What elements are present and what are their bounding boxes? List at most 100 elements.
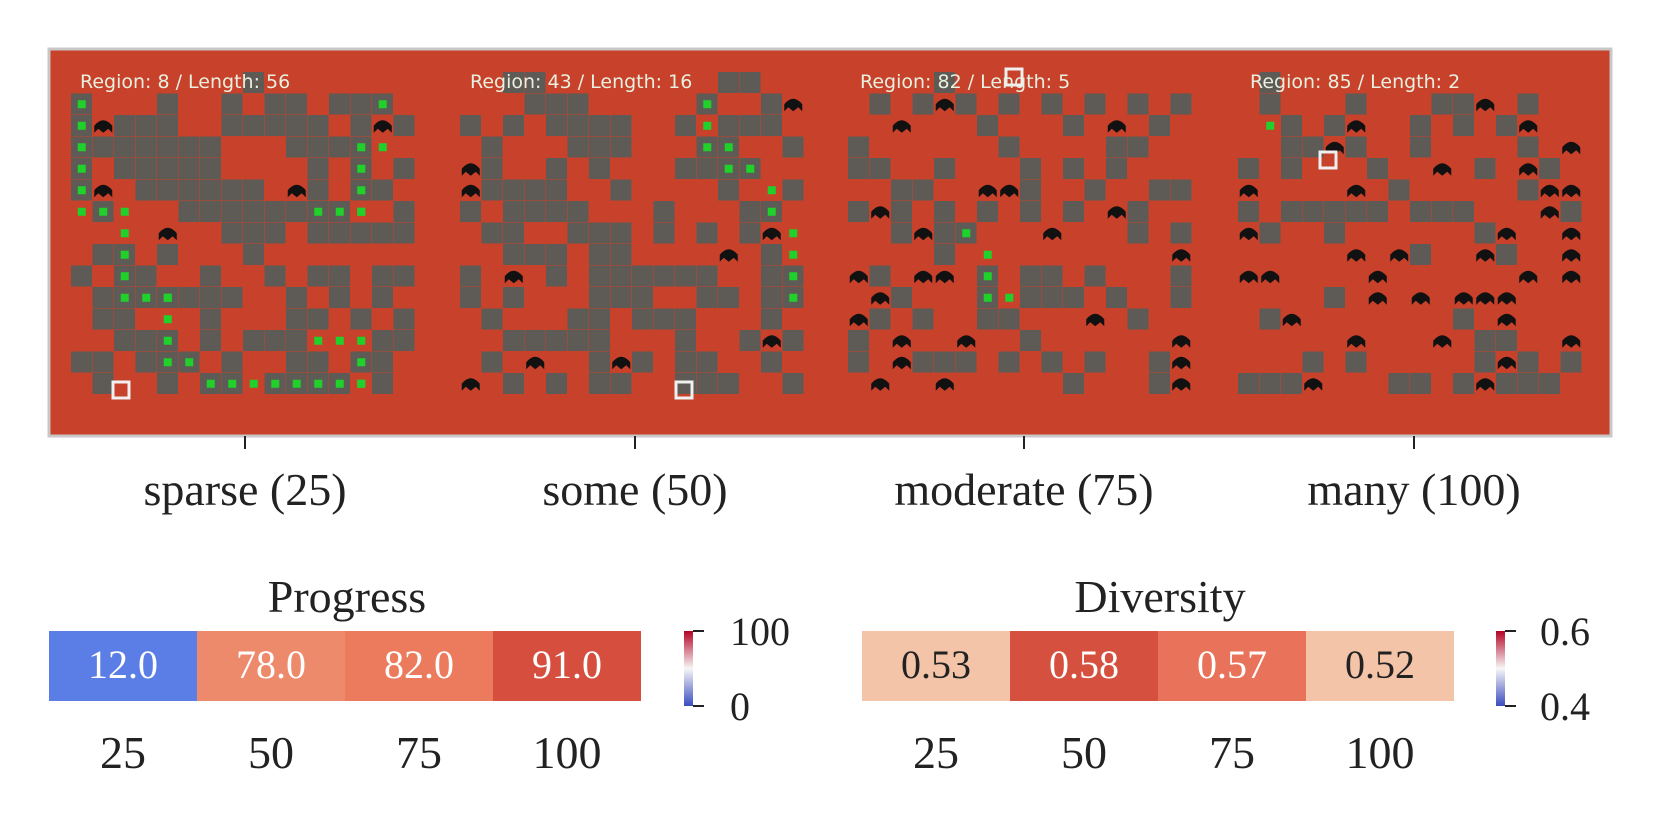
enemy-sprite [287,184,306,198]
wall-tile [977,115,998,136]
enemy-sprite [158,227,177,241]
wall-tile [589,373,610,394]
enemy-sprite [1476,292,1495,305]
heatmap-value-label: 0.57 [1197,642,1267,687]
wall-tile [1127,222,1149,244]
wall-tile [481,222,503,244]
wall-tile [546,265,567,287]
enemy-sprite [1347,184,1366,198]
wall-tile [653,308,675,330]
wall-tile [1474,330,1496,351]
wall-tile [92,244,114,265]
wall-tile [1106,287,1127,308]
path-dot [378,100,387,109]
wall-tile [761,265,782,287]
wall-tile [891,287,912,308]
wall-tile [934,351,955,373]
wall-tile [1084,93,1106,115]
wall-tile [761,351,782,373]
path-dot [77,100,86,109]
wall-tile [307,179,329,201]
wall-tile [221,93,243,115]
wall-tile [1149,115,1170,136]
wall-tile [286,201,307,222]
wall-tile [372,373,393,394]
wall-tile [848,330,869,351]
wall-tile [524,330,546,351]
heatmap-value-label: 0.52 [1345,642,1415,687]
wall-tile [1281,373,1302,394]
wall-tile [1020,201,1041,222]
wall-tile [135,136,157,158]
panel-1-hud: Region: 8 / Length: 56 [80,71,290,93]
wall-tile [1084,179,1106,201]
wall-tile [221,351,243,373]
path-dot [120,250,129,259]
enemy-sprite [1172,378,1191,391]
enemy-sprite [1497,313,1516,327]
panel-axis: sparse (25) some (50) moderate (75) many… [143,436,1521,515]
wall-tile [286,136,307,158]
path-dot [77,207,86,216]
enemy-sprite [1562,141,1581,155]
diversity-cells [862,631,1454,701]
map-frame [47,47,1613,438]
enemy-sprite [1325,141,1344,155]
wall-tile [610,373,632,394]
wall-tile [221,179,243,201]
wall-tile [848,351,869,373]
wall-tile [1281,201,1302,222]
wall-tile [307,158,329,179]
enemy-sprite [1347,120,1366,133]
wall-tile [329,287,350,308]
wall-tile [503,115,524,136]
wall-tile [934,244,955,265]
heatmap-cell [493,631,641,701]
wall-tile [1560,351,1582,373]
wall-tile [157,93,178,115]
diversity-colorbar-max: 0.6 [1540,609,1590,654]
wall-tile [372,265,393,287]
path-dot [314,336,323,345]
wall-tile [675,330,696,351]
enemy-sprite [1304,378,1323,391]
path-dot [335,207,344,216]
wall-tile [1259,308,1281,330]
enemy-sprite [1172,249,1191,262]
progress-colorbar-max: 100 [730,609,790,654]
wall-tile [178,179,200,201]
wall-tile [1281,136,1302,158]
wall-tile [782,179,804,201]
heatmap-cell [1306,631,1454,701]
enemy-sprite [892,335,911,348]
path-dot [1266,121,1275,130]
enemy-sprite [914,270,933,284]
enemy-sprite [935,378,954,391]
panel-3-hud: Region: 82 / Length: 5 [860,71,1070,93]
path-dot [357,164,366,173]
wall-tile [481,308,503,330]
wall-tile [589,265,610,287]
wall-tile [632,287,653,308]
wall-tile [1453,373,1474,394]
wall-tile [307,265,329,287]
wall-tile [200,136,221,158]
wall-tile [393,115,415,136]
wall-tile [286,308,307,330]
wall-tile [1063,287,1084,308]
enemy-sprite [1390,249,1409,262]
wall-tile [264,93,286,115]
wall-tile [567,136,589,158]
wall-tile [1149,373,1170,394]
path-dot [724,143,733,152]
wall-tile [221,115,243,136]
wall-tile [264,115,286,136]
wall-tile [460,265,481,287]
enemy-sprite [1411,292,1430,305]
wall-tile [761,244,782,265]
enemy-sprite [784,98,803,112]
enemy-sprite [1519,163,1538,176]
wall-tile [1474,158,1496,179]
enemy-sprite [892,356,911,370]
